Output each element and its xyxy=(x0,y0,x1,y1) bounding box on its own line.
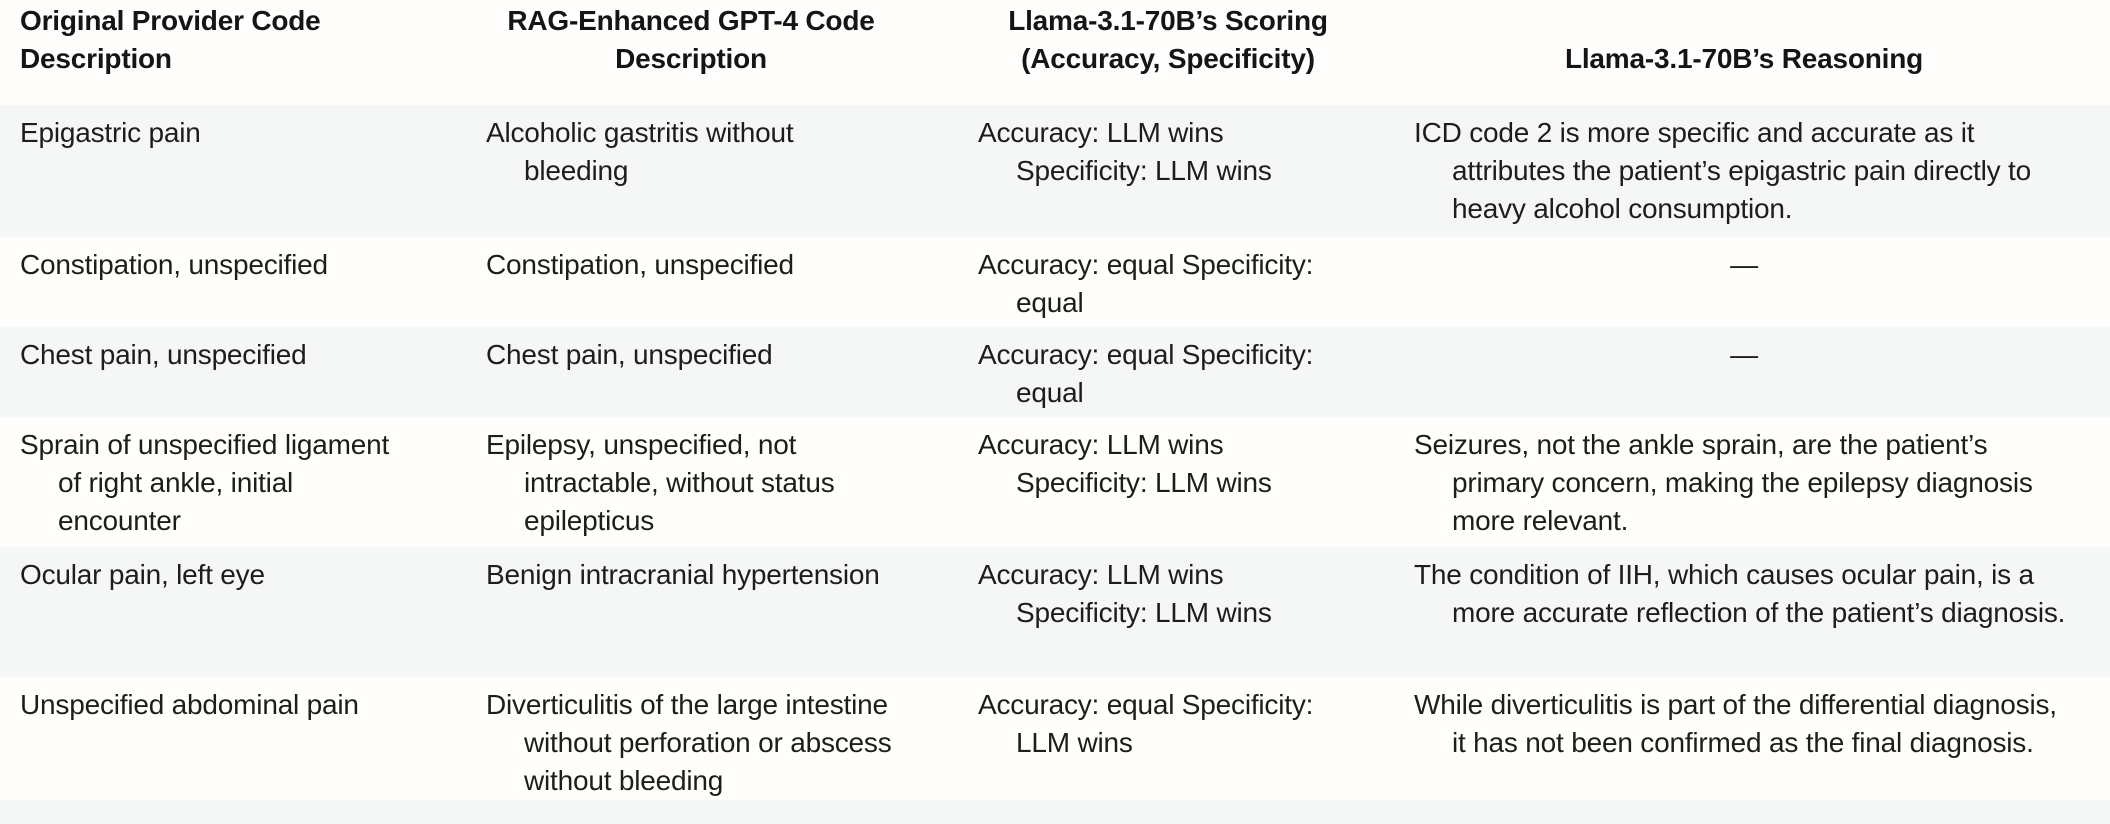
column-header-rag-gpt4: RAG-Enhanced GPT-4 Code Description xyxy=(462,0,952,105)
cell-reasoning: ICD code 2 is more specific and accurate… xyxy=(1402,105,2110,237)
gpt4-description-text: Benign intracranial hypertension xyxy=(486,559,880,590)
provider-description-text: Unspecified abdominal pain xyxy=(20,689,359,720)
gpt4-description-text: Epilepsy, unspecified, not intractable, … xyxy=(486,429,835,536)
cell-scoring: Accuracy: LLM wins Specificity: LLM wins xyxy=(952,417,1402,547)
column-header-label: RAG-Enhanced GPT-4 Code Description xyxy=(507,5,875,74)
cell-scoring: Accuracy: LLM wins Specificity: LLM wins xyxy=(952,547,1402,677)
cell-gpt4-description: Benign intracranial hypertension xyxy=(462,547,952,677)
cell-reasoning: While diverticulitis is part of the diff… xyxy=(1402,677,2110,800)
cell-reasoning: Seizures, not the ankle sprain, are the … xyxy=(1402,417,2110,547)
scoring-text: Accuracy: equal Specificity: equal xyxy=(978,339,1314,408)
cell-provider-description: Constipation, unspecified xyxy=(0,237,462,327)
table-row: Sprain of unspecified ligament of right … xyxy=(0,417,2110,547)
scoring-text: Accuracy: LLM wins Specificity: LLM wins xyxy=(978,559,1272,628)
next-row-partial-stripe xyxy=(0,800,2110,824)
cell-scoring: Accuracy: equal Specificity: equal xyxy=(952,327,1402,417)
cell-provider-description: Unspecified abdominal pain xyxy=(0,677,462,800)
cell-gpt4-description: Diverticulitis of the large intestine wi… xyxy=(462,677,952,800)
table-header-row: Original Provider Code Description RAG-E… xyxy=(0,0,2110,105)
reasoning-text: The condition of IIH, which causes ocula… xyxy=(1414,559,2066,628)
cell-provider-description: Epigastric pain xyxy=(0,105,462,237)
column-header-llama-reasoning: Llama-3.1-70B’s Reasoning xyxy=(1402,0,2110,105)
cell-provider-description: Chest pain, unspecified xyxy=(0,327,462,417)
provider-description-text: Chest pain, unspecified xyxy=(20,339,307,370)
reasoning-text: — xyxy=(1730,339,1758,370)
reasoning-text: ICD code 2 is more specific and accurate… xyxy=(1414,117,2031,224)
column-header-label: Llama-3.1-70B’s Reasoning xyxy=(1564,43,1924,74)
cell-gpt4-description: Constipation, unspecified xyxy=(462,237,952,327)
cell-scoring: Accuracy: equal Specificity: equal xyxy=(952,237,1402,327)
gpt4-description-text: Diverticulitis of the large intestine wi… xyxy=(486,689,892,796)
gpt4-description-text: Chest pain, unspecified xyxy=(486,339,773,370)
scoring-text: Accuracy: equal Specificity: LLM wins xyxy=(978,689,1314,758)
gpt4-description-text: Alcoholic gastritis without bleeding xyxy=(486,117,794,186)
cell-gpt4-description: Alcoholic gastritis without bleeding xyxy=(462,105,952,237)
table-row: Chest pain, unspecified Chest pain, unsp… xyxy=(0,327,2110,417)
reasoning-text: Seizures, not the ankle sprain, are the … xyxy=(1414,429,2033,536)
scoring-text: Accuracy: equal Specificity: equal xyxy=(978,249,1314,318)
cell-scoring: Accuracy: equal Specificity: LLM wins xyxy=(952,677,1402,800)
reasoning-text: — xyxy=(1730,249,1758,280)
cell-gpt4-description: Epilepsy, unspecified, not intractable, … xyxy=(462,417,952,547)
column-header-original-provider: Original Provider Code Description xyxy=(0,0,462,105)
cell-gpt4-description: Chest pain, unspecified xyxy=(462,327,952,417)
cell-reasoning: — xyxy=(1402,237,2110,327)
cell-provider-description: Sprain of unspecified ligament of right … xyxy=(0,417,462,547)
scoring-text: Accuracy: LLM wins Specificity: LLM wins xyxy=(978,429,1272,498)
column-header-llama-scoring: Llama-3.1-70B’s Scoring (Accuracy, Speci… xyxy=(952,0,1402,105)
reasoning-text: While diverticulitis is part of the diff… xyxy=(1414,689,2057,758)
table-row: Constipation, unspecified Constipation, … xyxy=(0,237,2110,327)
scoring-text: Accuracy: LLM wins Specificity: LLM wins xyxy=(978,117,1272,186)
provider-description-text: Epigastric pain xyxy=(20,117,201,148)
cell-reasoning: — xyxy=(1402,327,2110,417)
table-row: Ocular pain, left eye Benign intracrania… xyxy=(0,547,2110,677)
table-row: Epigastric pain Alcoholic gastritis with… xyxy=(0,105,2110,237)
column-header-label: Original Provider Code Description xyxy=(20,5,321,74)
table-row: Unspecified abdominal pain Diverticuliti… xyxy=(0,677,2110,800)
cell-reasoning: The condition of IIH, which causes ocula… xyxy=(1402,547,2110,677)
gpt4-description-text: Constipation, unspecified xyxy=(486,249,794,280)
provider-description-text: Ocular pain, left eye xyxy=(20,559,265,590)
column-header-label: Llama-3.1-70B’s Scoring (Accuracy, Speci… xyxy=(1008,5,1328,74)
cell-scoring: Accuracy: LLM wins Specificity: LLM wins xyxy=(952,105,1402,237)
cell-provider-description: Ocular pain, left eye xyxy=(0,547,462,677)
provider-description-text: Sprain of unspecified ligament of right … xyxy=(20,429,390,536)
provider-description-text: Constipation, unspecified xyxy=(20,249,328,280)
